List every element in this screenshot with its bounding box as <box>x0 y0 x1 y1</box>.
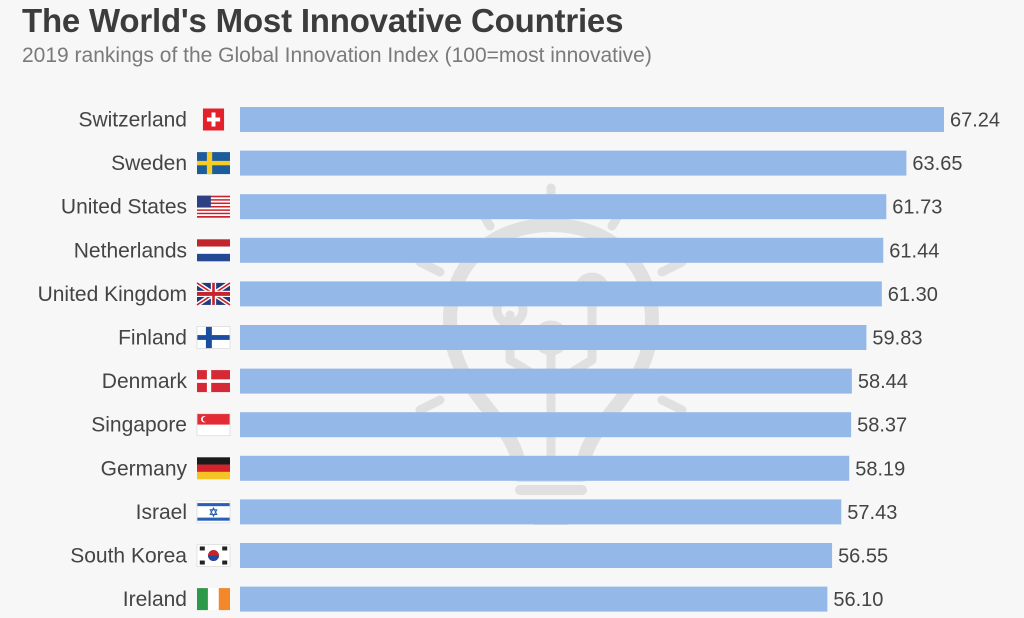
bar-united-kingdom <box>240 281 882 307</box>
united-kingdom-flag-icon <box>195 281 232 307</box>
bar-south-korea <box>240 543 833 568</box>
category-label-united-kingdom: United Kingdom <box>38 283 187 306</box>
value-label-sweden: 63.65 <box>912 153 962 175</box>
category-label-denmark: Denmark <box>102 370 188 393</box>
bar-finland <box>240 325 867 350</box>
value-label-denmark: 58.44 <box>858 371 908 393</box>
category-label-finland: Finland <box>118 327 187 350</box>
united-states-flag-icon <box>197 195 230 218</box>
bar-singapore <box>240 412 852 438</box>
bar-united-states <box>240 194 887 220</box>
finland-flag-icon <box>196 326 231 349</box>
category-label-israel: Israel <box>136 501 187 524</box>
value-label-south-korea: 56.55 <box>838 546 888 568</box>
netherlands-flag-icon <box>197 239 230 262</box>
category-label-ireland: Ireland <box>123 588 187 611</box>
value-label-united-states: 61.73 <box>892 197 942 219</box>
category-label-sweden: Sweden <box>111 152 187 175</box>
value-label-netherlands: 61.44 <box>889 240 939 262</box>
israel-flag-icon <box>196 500 231 524</box>
category-label-united-states: United States <box>61 196 187 219</box>
value-label-germany: 58.19 <box>855 458 905 480</box>
south-korea-flag-icon <box>196 544 231 567</box>
germany-flag-icon <box>197 457 230 480</box>
singapore-flag-icon <box>196 413 231 437</box>
value-label-israel: 57.43 <box>847 502 897 524</box>
bar-denmark <box>240 368 852 394</box>
sweden-flag-icon <box>197 152 230 175</box>
chart-title: The World's Most Innovative Countries <box>22 2 624 39</box>
bar-sweden <box>240 150 907 176</box>
value-label-ireland: 56.10 <box>833 589 883 611</box>
category-label-switzerland: Switzerland <box>78 109 187 132</box>
category-label-netherlands: Netherlands <box>74 239 187 262</box>
value-label-switzerland: 67.24 <box>950 110 1000 132</box>
bar-switzerland <box>240 107 944 132</box>
ireland-flag-icon <box>197 588 230 611</box>
bar-netherlands <box>240 237 884 263</box>
value-label-finland: 59.83 <box>872 328 922 350</box>
category-label-south-korea: South Korea <box>70 545 187 568</box>
chart-subtitle: 2019 rankings of the Global Innovation I… <box>22 44 652 67</box>
switzerland-flag-icon <box>202 108 225 131</box>
category-label-germany: Germany <box>101 457 188 480</box>
category-label-singapore: Singapore <box>91 414 187 437</box>
bar-israel <box>240 499 842 525</box>
bar-germany <box>240 455 850 481</box>
value-label-united-kingdom: 61.30 <box>888 284 938 306</box>
bar-ireland <box>240 586 828 612</box>
value-label-singapore: 58.37 <box>857 415 907 437</box>
denmark-flag-icon <box>197 370 230 393</box>
